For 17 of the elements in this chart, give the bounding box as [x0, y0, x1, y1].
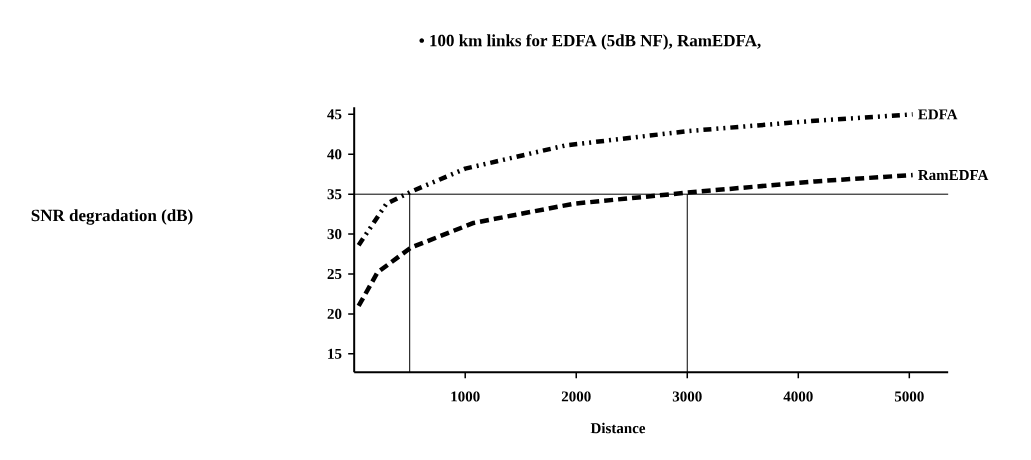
- x-tick-label: 3000: [672, 391, 702, 402]
- text: SNR degradation (dB): [31, 209, 193, 225]
- y-tick-label: 20: [327, 308, 342, 319]
- y-tick-label: 15: [328, 348, 342, 359]
- series-label: RamEDFA: [918, 170, 989, 181]
- y-tick-label: 35: [327, 189, 342, 200]
- x-axis-title: Distance: [590, 422, 646, 434]
- y-tick-label: 40: [327, 149, 342, 160]
- x-tick-label: 4000: [783, 391, 813, 402]
- series-label: EDFA: [918, 109, 958, 120]
- chart-title: • 100 km links for EDFA (5dB NF), RamEDFA,: [419, 34, 761, 50]
- y-tick-label: 45: [327, 109, 342, 120]
- x-tick-label: 2000: [561, 391, 591, 402]
- y-tick-label: 30: [327, 229, 342, 240]
- x-tick-label: 5000: [894, 391, 924, 402]
- y-tick-label: 25: [327, 268, 342, 280]
- x-tick-label: 1000: [451, 391, 480, 402]
